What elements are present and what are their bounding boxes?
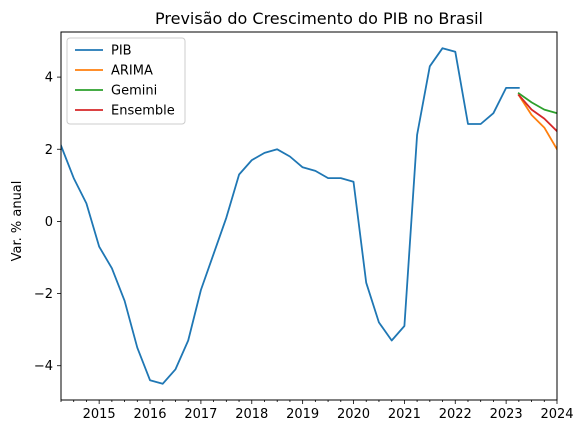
legend-label-arima: ARIMA	[111, 64, 153, 79]
x-tick-label: 2018	[235, 407, 268, 422]
series-layer	[61, 47, 557, 385]
x-tick-label: 2023	[490, 407, 523, 422]
series-line-arima	[517, 93, 557, 151]
x-tick-label: 2021	[388, 407, 421, 422]
legend: PIB ARIMA Gemini Ensemble	[66, 37, 186, 125]
y-tick-label: 2	[45, 143, 53, 158]
y-tick-label: 0	[45, 215, 53, 230]
legend-label-ensemble: Ensemble	[111, 104, 175, 119]
legend-label-pib: PIB	[111, 44, 132, 59]
series-line-pib	[61, 47, 520, 385]
x-tick-label: 2019	[286, 407, 319, 422]
x-tick-label: 2024	[540, 407, 573, 422]
ticks-layer: 2015 2016 2017 2018 2019 2020 2021 2022 2023 2024…	[34, 71, 574, 422]
x-tick-label: 2017	[184, 407, 217, 422]
legend-box	[66, 37, 186, 125]
series-line-ensemble	[517, 93, 557, 133]
x-tick-label: 2022	[439, 407, 472, 422]
plot-frame	[60, 31, 558, 401]
y-tick-label: −2	[34, 287, 53, 302]
x-tick-label: 2016	[133, 407, 166, 422]
x-tick-label: 2020	[337, 407, 370, 422]
x-tick-label: 2015	[83, 407, 116, 422]
legend-label-gemini: Gemini	[111, 84, 157, 99]
y-tick-label: 4	[45, 71, 53, 86]
series-line-gemini	[517, 92, 557, 115]
y-tick-label: −4	[34, 359, 53, 374]
chart-title: Previsão do Crescimento do PIB no Brasil	[155, 9, 483, 28]
y-axis-label: Var. % anual	[10, 181, 25, 262]
